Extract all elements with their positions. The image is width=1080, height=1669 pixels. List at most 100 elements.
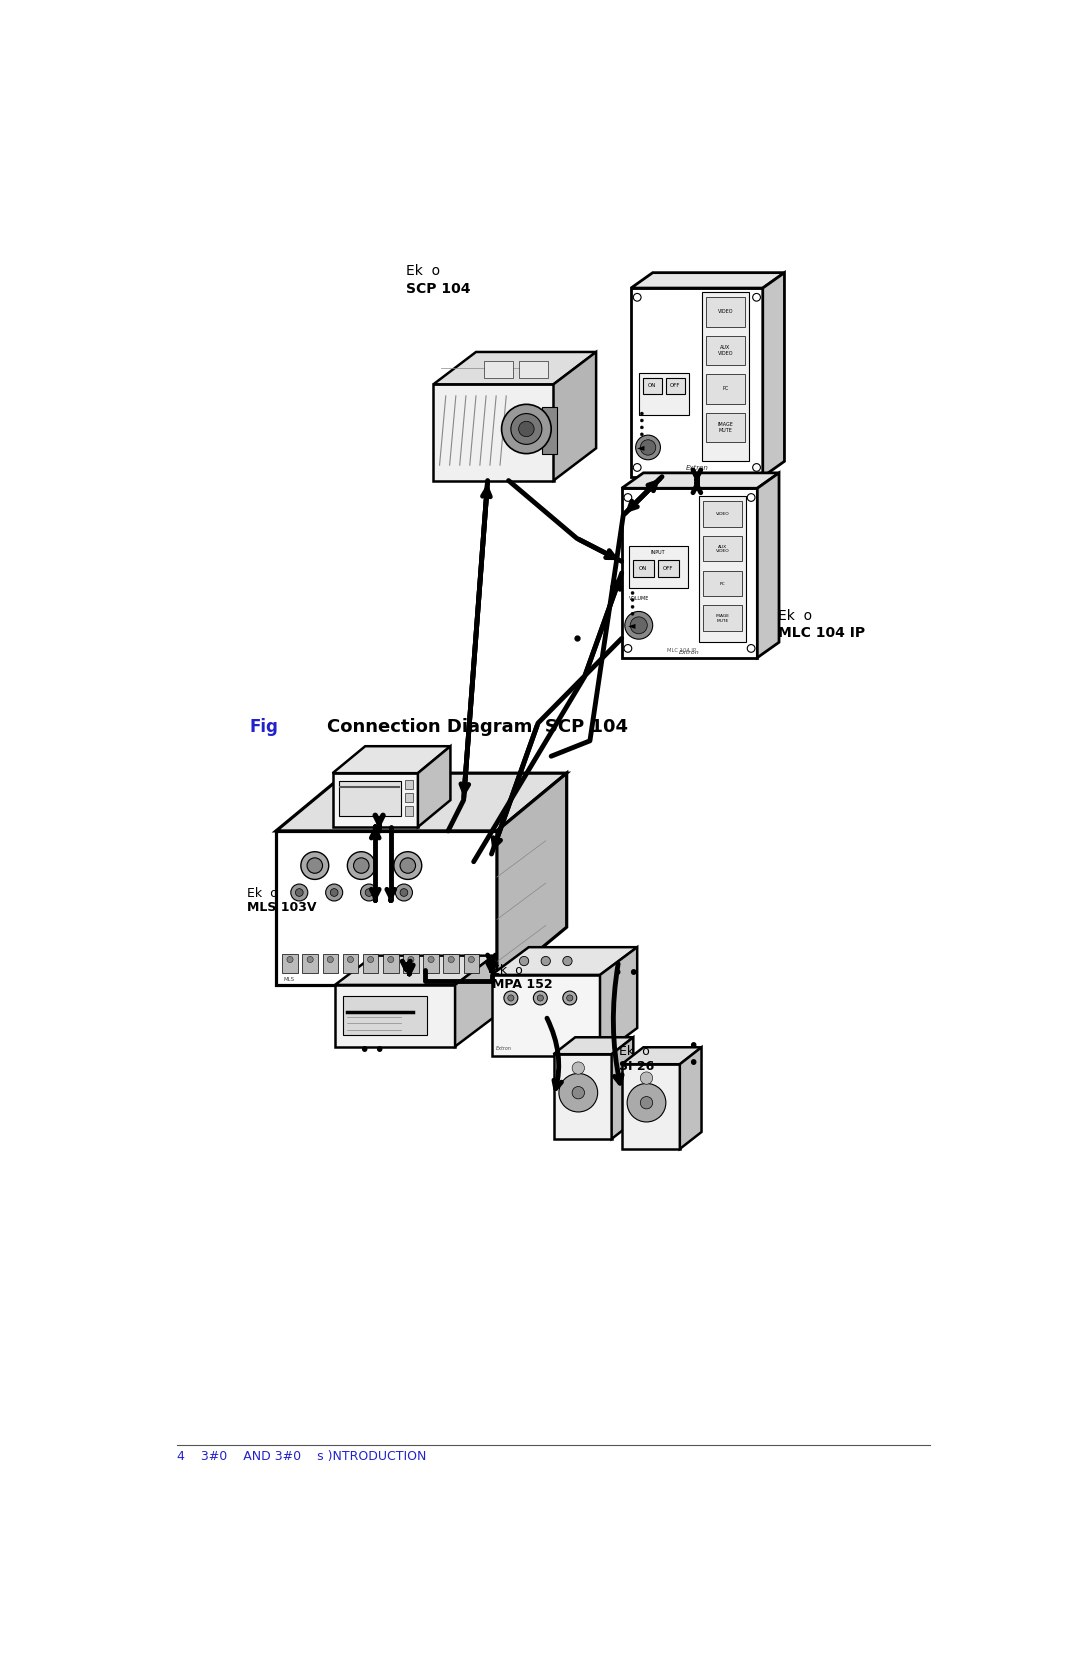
Circle shape — [291, 885, 308, 901]
Polygon shape — [554, 1055, 611, 1138]
Circle shape — [624, 644, 632, 653]
Text: MLC 104 IP: MLC 104 IP — [666, 648, 696, 653]
Text: ◄: ◄ — [627, 621, 635, 631]
Bar — [339, 781, 401, 816]
Polygon shape — [276, 773, 567, 831]
Bar — [702, 292, 748, 461]
Bar — [405, 793, 414, 803]
Text: MLS 103V: MLS 103V — [247, 901, 316, 915]
Circle shape — [640, 439, 656, 456]
Circle shape — [567, 995, 572, 1001]
Bar — [666, 379, 685, 394]
Text: IMAGE
MUTE: IMAGE MUTE — [717, 422, 733, 432]
Text: ON: ON — [648, 384, 657, 389]
Text: AUX
VIDEO: AUX VIDEO — [716, 544, 729, 554]
Text: •: • — [611, 965, 623, 983]
Bar — [706, 297, 745, 327]
Text: 4    3#0    AND 3#0    s )NTRODUCTION: 4 3#0 AND 3#0 s )NTRODUCTION — [177, 1450, 427, 1462]
Text: Extron: Extron — [686, 464, 708, 471]
Text: Connection Diagram  SCP 104: Connection Diagram SCP 104 — [327, 718, 629, 736]
Circle shape — [640, 426, 644, 429]
Bar — [323, 955, 338, 973]
Polygon shape — [433, 352, 596, 384]
Text: •: • — [626, 965, 638, 983]
Circle shape — [395, 885, 413, 901]
Circle shape — [448, 956, 455, 963]
Polygon shape — [276, 831, 497, 985]
Circle shape — [624, 494, 632, 501]
Bar — [342, 955, 359, 973]
Circle shape — [508, 995, 514, 1001]
Bar — [282, 955, 298, 973]
Bar — [405, 779, 414, 789]
Text: PC: PC — [719, 582, 726, 586]
Circle shape — [747, 644, 755, 653]
Circle shape — [631, 599, 634, 601]
Polygon shape — [554, 352, 596, 481]
Text: ◄: ◄ — [637, 442, 645, 452]
Bar — [363, 955, 378, 973]
Circle shape — [353, 858, 369, 873]
Polygon shape — [333, 746, 450, 773]
Text: AUX
VIDEO: AUX VIDEO — [718, 345, 733, 355]
Circle shape — [572, 1087, 584, 1098]
Polygon shape — [762, 272, 784, 477]
Text: Extron: Extron — [496, 1045, 511, 1050]
Circle shape — [400, 858, 416, 873]
Bar — [703, 501, 742, 527]
Bar — [518, 361, 548, 379]
Circle shape — [563, 991, 577, 1005]
Circle shape — [367, 956, 374, 963]
Circle shape — [640, 412, 644, 416]
Polygon shape — [631, 289, 762, 477]
Circle shape — [640, 432, 644, 436]
Text: INPUT: INPUT — [651, 549, 665, 554]
Circle shape — [307, 956, 313, 963]
Circle shape — [327, 956, 334, 963]
Circle shape — [330, 888, 338, 896]
Circle shape — [469, 956, 474, 963]
Text: PC: PC — [723, 387, 729, 392]
Circle shape — [631, 591, 634, 594]
Text: VIDEO: VIDEO — [716, 512, 729, 516]
Bar — [706, 374, 745, 404]
Text: Ek  o: Ek o — [247, 888, 279, 900]
Circle shape — [394, 851, 422, 880]
Bar — [703, 571, 742, 596]
Text: SI 26: SI 26 — [619, 1060, 654, 1073]
Text: Ek  o: Ek o — [779, 609, 812, 623]
Polygon shape — [335, 985, 455, 1046]
Circle shape — [627, 1083, 666, 1122]
Circle shape — [365, 888, 373, 896]
Bar — [405, 806, 414, 816]
Circle shape — [633, 464, 642, 471]
Bar — [643, 379, 662, 394]
Circle shape — [408, 956, 414, 963]
Polygon shape — [611, 1036, 633, 1138]
Circle shape — [636, 436, 661, 459]
Circle shape — [534, 991, 548, 1005]
Polygon shape — [497, 773, 567, 985]
Bar — [633, 559, 654, 577]
Polygon shape — [757, 472, 779, 658]
Circle shape — [563, 956, 572, 966]
Circle shape — [518, 421, 535, 437]
Circle shape — [348, 956, 353, 963]
Polygon shape — [622, 1065, 679, 1148]
Text: VOLUME: VOLUME — [630, 596, 650, 601]
Text: Ek  o: Ek o — [619, 1045, 650, 1058]
Circle shape — [428, 956, 434, 963]
Circle shape — [519, 956, 529, 966]
Bar — [699, 496, 745, 643]
Text: Fig: Fig — [249, 718, 279, 736]
Circle shape — [501, 404, 551, 454]
Bar — [342, 996, 427, 1035]
Bar — [706, 335, 745, 366]
Circle shape — [631, 618, 647, 634]
Circle shape — [348, 851, 375, 880]
Text: •: • — [357, 1041, 369, 1060]
Text: OFF: OFF — [670, 384, 680, 389]
Text: MLS: MLS — [284, 976, 295, 981]
Text: •: • — [374, 1041, 384, 1060]
Bar — [383, 955, 399, 973]
